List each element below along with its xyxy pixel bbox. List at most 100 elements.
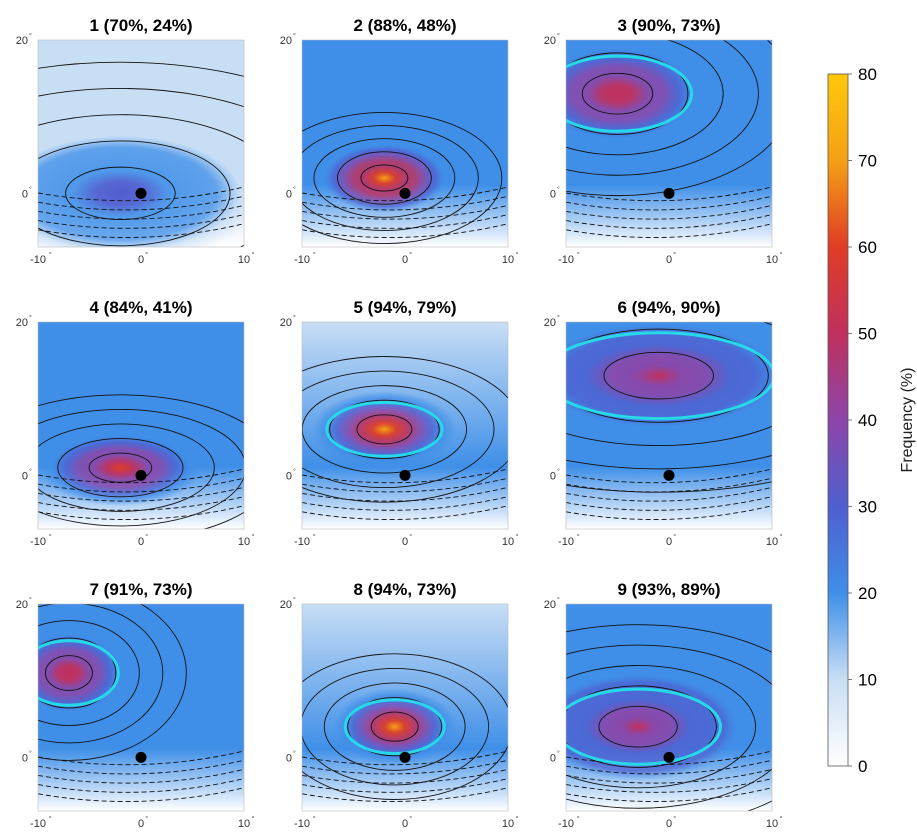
x-tick-degree: ° [516,533,519,541]
panel-title: 5 (94%, 79%) [354,298,457,317]
center-point [399,187,411,199]
contour-line-dashed [566,195,772,211]
x-tick-label: 10 [766,818,778,830]
contour-line-dashed [302,778,508,793]
contour-line-dashed [566,505,772,520]
contour-line-dashed [566,787,772,802]
y-tick-degree: ° [293,467,296,475]
panel-title: 8 (94%, 73%) [354,580,457,599]
y-tick-label: 0 [22,470,28,482]
colorbar-tick-label: 40 [858,411,877,430]
y-tick-degree: ° [557,185,560,193]
panel-title: 7 (91%, 73%) [90,580,193,599]
contour-line [603,351,714,400]
y-tick-label: 20 [16,599,28,611]
contour-line-dashed [302,223,508,238]
heatmap-hotspot [38,429,203,506]
colorbar-label: Frequency (%) [899,368,916,473]
x-tick-degree: ° [577,533,580,541]
x-tick-degree: ° [516,815,519,823]
contour-line-dashed [38,768,244,784]
contours [566,322,772,520]
panel-title: 4 (84%, 41%) [90,298,193,317]
x-tick-label: 10 [238,536,250,548]
center-point [399,751,411,763]
contour-line [38,114,244,247]
y-tick-degree: ° [29,32,32,40]
x-tick-label: -10 [30,818,46,830]
y-tick-degree: ° [557,749,560,757]
contour-line-dashed [302,468,508,484]
contour-line [566,40,772,197]
center-point [663,469,675,481]
contour-line [38,394,244,529]
contour-line [323,682,466,771]
heatmap-hotspot [38,124,244,247]
contour-line-dashed [38,778,244,793]
y-tick-degree: ° [293,32,296,40]
colorbar-tick-label: 70 [858,152,877,171]
contour-line [370,711,419,742]
y-tick-degree: ° [29,749,32,757]
panel-title: 1 (70%, 24%) [90,16,193,35]
heatmap-hotspot [38,627,131,719]
contours [38,61,244,247]
colorbar-tick-label: 10 [858,671,877,690]
highlight-contour [38,639,120,707]
contour-line-dashed [566,486,772,502]
colorbar-tick-label: 0 [858,757,867,776]
y-tick-label: 0 [22,188,28,200]
panel-frame [565,603,773,812]
panel-frame [565,39,773,248]
panel-8: 8 (94%, 73%)-10 ° 0 ° 10 °20 °0 ° [280,580,519,830]
center-point [135,187,147,199]
y-tick-label: 20 [280,35,292,47]
colorbar-tick-label: 20 [858,584,877,603]
highlight-contour [566,54,694,133]
y-tick-degree: ° [293,314,296,322]
contour-line [566,454,772,470]
contour-line-dashed [38,468,244,484]
panel-frame [301,321,509,530]
x-tick-degree: ° [313,533,316,541]
contour-line-dashed [38,204,244,220]
y-tick-label: 20 [544,599,556,611]
heatmap-field [566,40,772,247]
x-tick-degree: ° [409,815,412,823]
panel-title: 6 (94%, 90%) [618,298,721,317]
y-tick-degree: ° [29,314,32,322]
x-tick-degree: ° [673,251,676,259]
contour-line-dashed [302,768,508,784]
y-tick-label: 0 [286,752,292,764]
contour-line [356,414,413,445]
panel-title: 9 (93%, 89%) [618,580,721,599]
x-tick-label: -10 [294,818,310,830]
contour-line [598,705,678,748]
x-tick-degree: ° [673,533,676,541]
contour-line-dashed [38,214,244,229]
y-tick-degree: ° [557,467,560,475]
y-tick-degree: ° [293,596,296,604]
contour-line [336,151,432,205]
heatmap-field [566,604,772,811]
center-point [663,751,675,763]
center-point [663,187,675,199]
contour-line-dashed [566,768,772,784]
x-tick-degree: ° [516,251,519,259]
x-tick-label: -10 [30,254,46,266]
y-tick-label: 20 [544,317,556,329]
x-tick-label: -10 [558,536,574,548]
contour-line [38,61,244,77]
panel-2: 2 (88%, 48%)-10 ° 0 ° 10 °20 °0 ° [280,16,519,266]
colorbar: 0 10 20 30 40 50 60 70 80 Frequency (%) [827,65,916,776]
x-tick-label: 0 [402,254,408,266]
x-tick-degree: ° [780,533,783,541]
y-tick-degree: ° [293,749,296,757]
contours [302,112,508,244]
x-tick-degree: ° [252,533,255,541]
contours [38,604,244,802]
y-tick-degree: ° [557,32,560,40]
y-tick-label: 20 [16,317,28,329]
contour-line-dashed [302,214,508,229]
